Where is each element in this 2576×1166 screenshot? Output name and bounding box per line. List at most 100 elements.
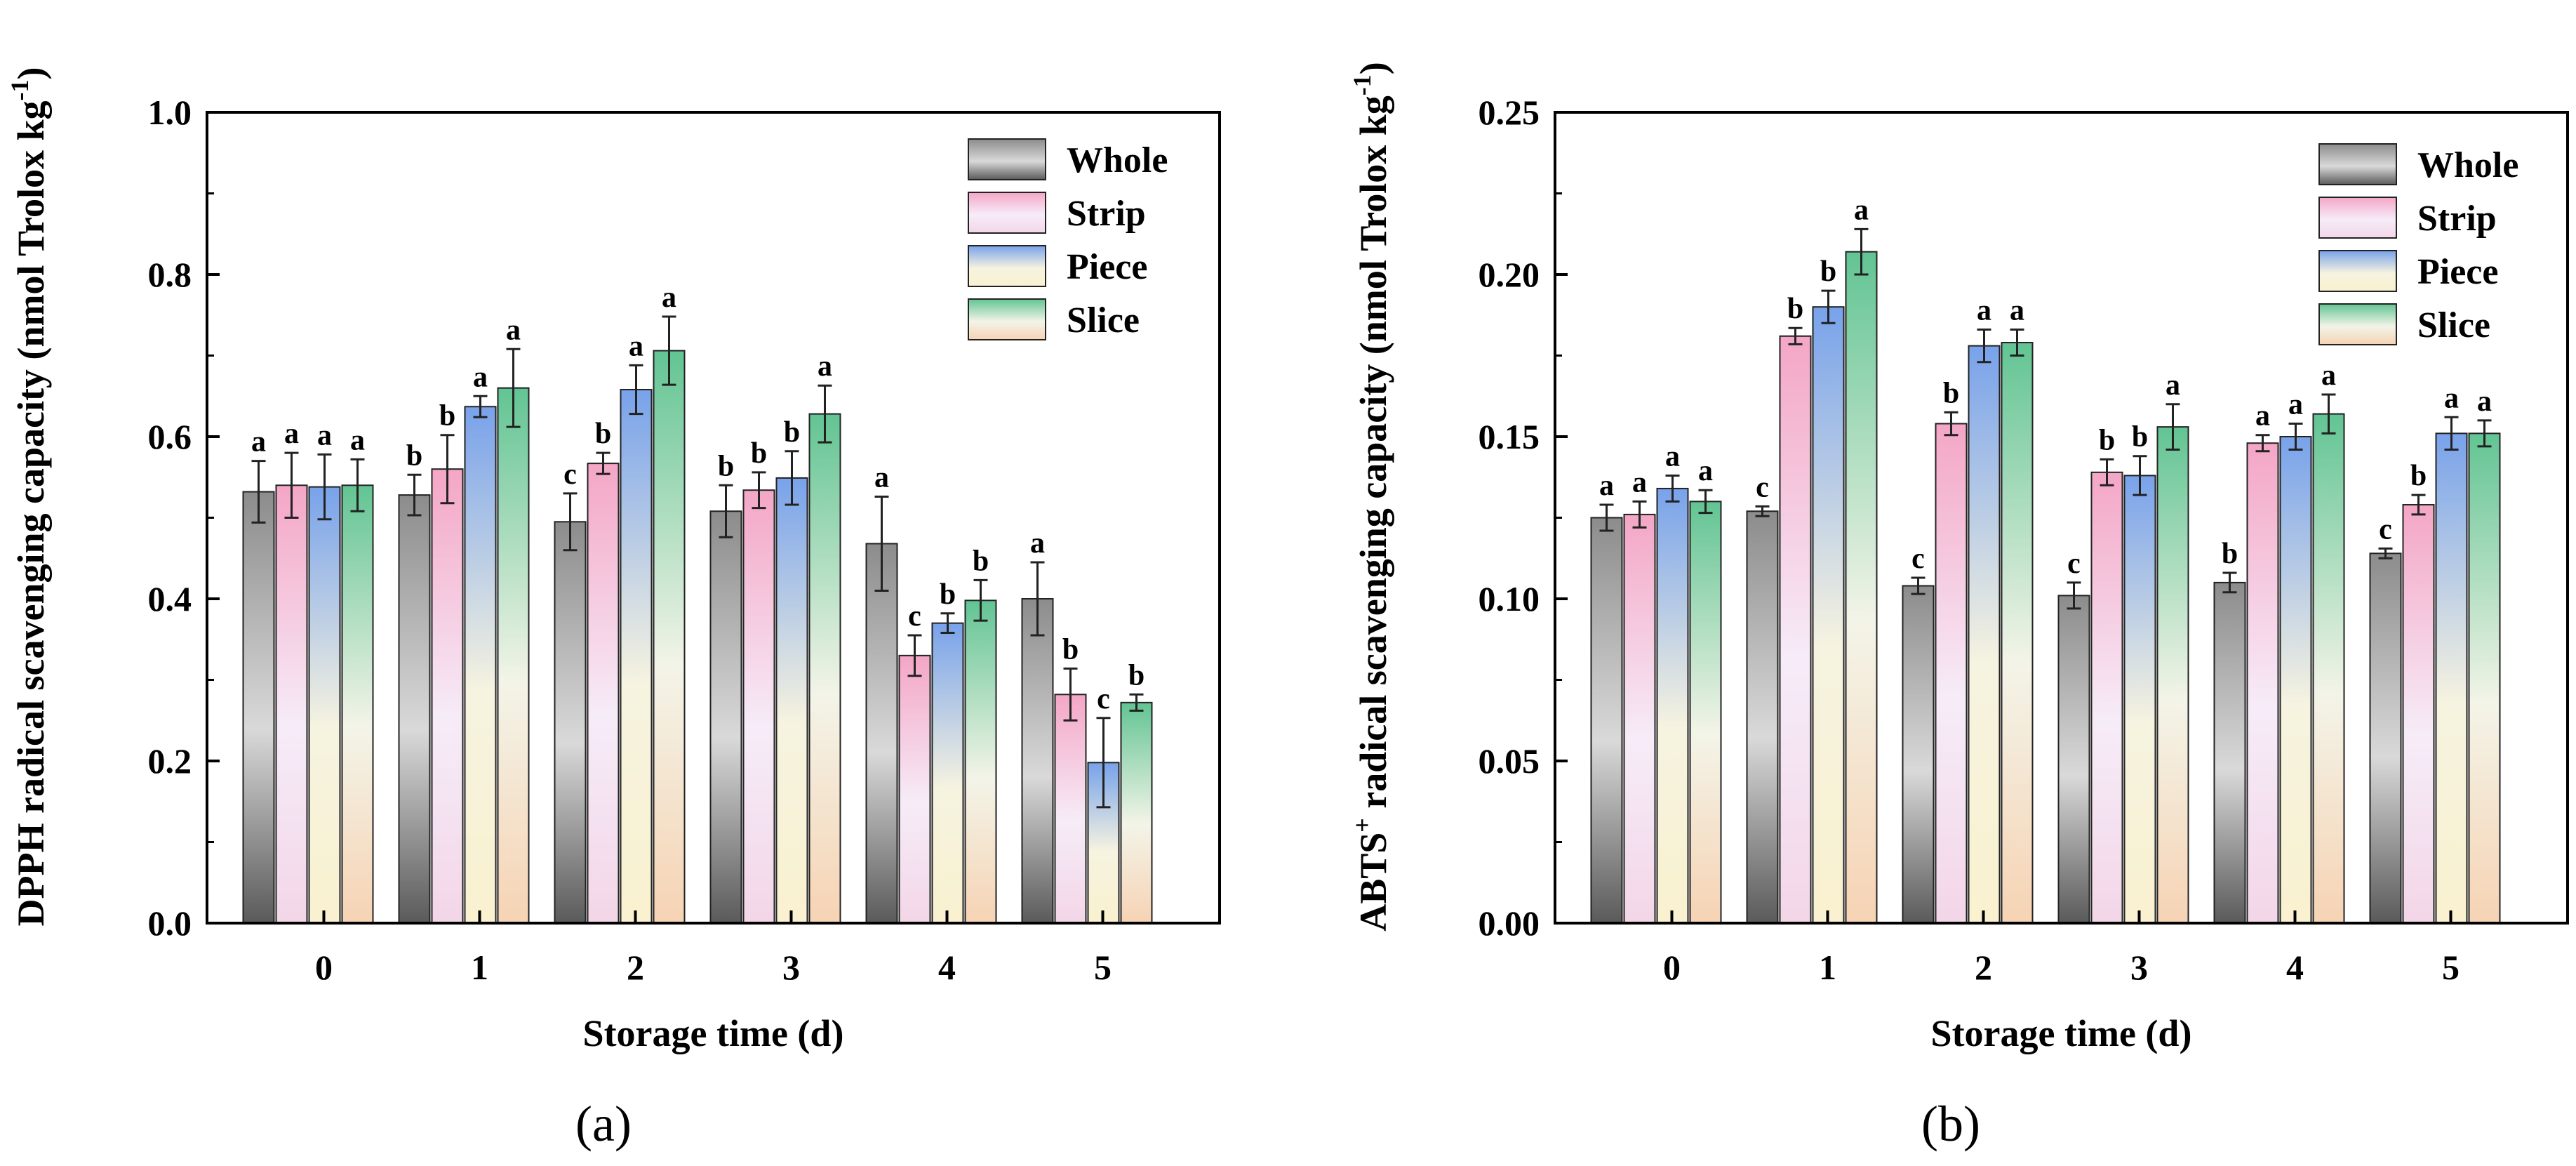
y-tick-label: 1.0 <box>148 93 192 132</box>
y-tick-label: 0.25 <box>1479 93 1540 132</box>
legend-swatch-whole <box>968 138 1046 180</box>
significance-letter: a <box>2010 295 2024 327</box>
significance-letter: a <box>2288 389 2303 421</box>
legend-label-strip: Strip <box>2417 199 2497 239</box>
x-axis-title: Storage time (d) <box>1931 1012 2192 1054</box>
significance-letter: a <box>2255 400 2270 432</box>
significance-letter: b <box>2099 424 2115 456</box>
significance-letter: b <box>1787 293 1803 325</box>
significance-letter: c <box>908 600 921 632</box>
bar-whole-day-1 <box>398 494 431 924</box>
significance-letter: a <box>284 418 299 450</box>
bar-slice-day-2 <box>653 350 686 924</box>
significance-letter: b <box>2222 538 2238 570</box>
y-tick-label: 0.8 <box>148 255 192 294</box>
bar-piece-day-2 <box>620 389 653 924</box>
bar-slice-day-1 <box>497 387 530 924</box>
bar-strip-day-0 <box>1623 513 1656 924</box>
bar-slice-day-2 <box>2001 342 2034 924</box>
significance-letter: b <box>751 437 767 470</box>
bar-piece-day-0 <box>1656 487 1689 924</box>
legend-swatch-slice <box>968 298 1046 340</box>
significance-letter: a <box>506 314 521 346</box>
x-tick-label: 1 <box>471 948 488 987</box>
bar-whole-day-2 <box>554 521 587 924</box>
y-tick-label: 0.00 <box>1479 903 1540 943</box>
significance-letter: a <box>251 426 266 458</box>
significance-letter: c <box>2379 513 2392 545</box>
bar-slice-day-4 <box>964 599 997 924</box>
significance-letter: b <box>940 578 956 611</box>
significance-letter: a <box>1854 194 1869 226</box>
significance-letter: b <box>718 450 734 482</box>
bar-slice-day-3 <box>2156 426 2189 924</box>
panel-label: (a) <box>575 1096 632 1152</box>
y-tick-label: 0.20 <box>1479 255 1540 294</box>
bar-piece-day-1 <box>464 406 497 924</box>
x-tick-label: 3 <box>782 948 800 987</box>
significance-letter: b <box>439 400 455 432</box>
legend-swatch-strip <box>2318 197 2397 239</box>
x-tick-label: 1 <box>1819 948 1836 987</box>
significance-letter: a <box>629 330 643 362</box>
significance-letter: c <box>1911 543 1925 575</box>
bar-whole-day-2 <box>1902 585 1935 925</box>
bar-strip-day-1 <box>1779 335 1812 924</box>
bar-piece-day-0 <box>308 486 341 924</box>
significance-letter: b <box>1062 633 1079 665</box>
bar-whole-day-0 <box>242 491 275 924</box>
legend-label-whole: Whole <box>1067 140 1168 180</box>
x-tick-label: 2 <box>627 948 644 987</box>
bar-whole-day-3 <box>2057 595 2090 924</box>
significance-letter: a <box>350 424 365 456</box>
significance-letter: a <box>2477 385 2492 418</box>
bar-whole-day-4 <box>865 543 898 924</box>
bar-strip-day-0 <box>275 484 308 924</box>
legend-label-strip: Strip <box>1067 194 1146 234</box>
y-axis-title: DPPH radical scavenging capacity (nmol T… <box>6 67 52 927</box>
bar-slice-day-1 <box>1845 251 1878 925</box>
bar-slice-day-4 <box>2312 413 2345 924</box>
significance-letter: a <box>317 419 332 451</box>
bar-piece-day-3 <box>2123 475 2156 924</box>
y-tick-label: 0.2 <box>148 741 192 781</box>
x-tick-label: 4 <box>2286 948 2304 987</box>
bar-whole-day-3 <box>709 510 742 924</box>
significance-letter: a <box>2444 382 2459 414</box>
legend-label-slice: Slice <box>2417 305 2490 345</box>
significance-letter: a <box>2321 359 2336 392</box>
significance-letter: a <box>662 281 676 314</box>
significance-letter: a <box>874 461 889 493</box>
x-tick-label: 5 <box>2442 948 2460 987</box>
legend-swatch-piece <box>2318 250 2397 292</box>
legend-swatch-strip <box>968 192 1046 234</box>
bar-strip-day-5 <box>2402 504 2435 924</box>
legend-label-piece: Piece <box>2417 252 2498 292</box>
bar-piece-day-4 <box>2279 436 2312 924</box>
x-tick-label: 5 <box>1094 948 1112 987</box>
x-tick-label: 2 <box>1975 948 1992 987</box>
bar-whole-day-5 <box>1021 598 1054 924</box>
bar-strip-day-5 <box>1054 694 1087 924</box>
significance-letter: a <box>1698 455 1713 487</box>
x-tick-label: 0 <box>1663 948 1681 987</box>
bar-strip-day-4 <box>2246 442 2279 924</box>
x-tick-label: 4 <box>938 948 956 987</box>
y-tick-label: 0.0 <box>148 903 192 943</box>
y-axis-title: ABTS+ radical scavenging capacity (nmol … <box>1348 62 1394 932</box>
significance-letter: b <box>1943 377 1959 409</box>
bar-whole-day-5 <box>2369 552 2402 924</box>
chart-panel-a: a bc b aaabbbcbaaabbcaaaabb0.00.20.40.60.81… <box>6 67 1221 1152</box>
significance-letter: a <box>1599 470 1614 502</box>
bar-slice-day-0 <box>1689 501 1722 924</box>
significance-letter: c <box>563 458 577 491</box>
significance-letter: a <box>1977 295 1991 327</box>
bar-slice-day-3 <box>808 413 841 924</box>
legend-swatch-piece <box>968 245 1046 287</box>
significance-letter: a <box>1665 440 1680 472</box>
significance-letter: b <box>406 439 422 472</box>
y-tick-label: 0.10 <box>1479 579 1540 618</box>
